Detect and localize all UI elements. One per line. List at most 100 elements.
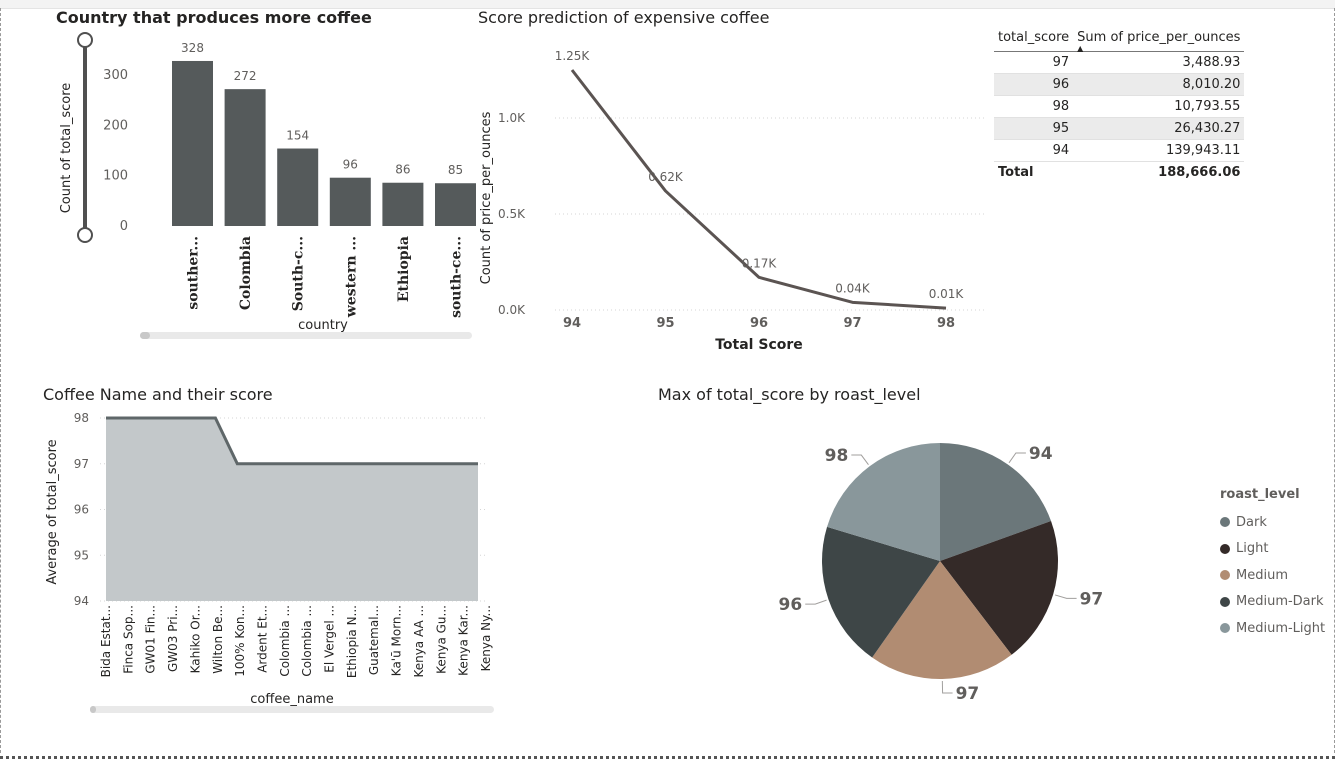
legend-marker — [1220, 623, 1230, 634]
table-row[interactable]: 94 139,943.11 — [994, 139, 1245, 162]
table-cell: 98 — [994, 95, 1074, 118]
pie-data-label: 98 — [825, 446, 849, 466]
line-x-axis-title: Total Score — [715, 337, 803, 353]
line-y-tick-label: 0.0K — [498, 303, 526, 317]
pie-slice[interactable] — [872, 561, 1012, 679]
bar-x-tick-label: Ethiopia — [396, 236, 412, 302]
area-x-tick-label: Kenya Kar... — [457, 605, 471, 676]
line-data-point[interactable] — [942, 304, 950, 312]
line-data-label: 0.62K — [648, 170, 684, 184]
bar-chart-svg: Count of total_score country 0 100 200 300 3… — [59, 32, 476, 333]
table-row[interactable]: 97 3,488.93 — [994, 51, 1245, 74]
line-data-label: 0.17K — [742, 256, 778, 270]
area-chart-svg: Average of total_score coffee_name 94 95 9… — [45, 411, 493, 707]
bar-data-label: 272 — [234, 69, 257, 83]
bar-chart-visual[interactable]: Country that produces more coffee Count … — [40, 8, 480, 353]
area-y-tick-label: 94 — [74, 594, 89, 608]
bar[interactable] — [382, 182, 424, 226]
legend-label: Medium — [1236, 567, 1288, 583]
pie-chart-svg: 94 97 97 96 98 — [779, 443, 1104, 704]
line-y-axis-title: Count of price_per_ounces — [479, 111, 494, 284]
area-x-tick-label: Kenya Ny... — [479, 605, 493, 671]
line-data-point[interactable] — [755, 273, 763, 281]
bar-data-label: 96 — [343, 158, 358, 172]
bar[interactable] — [329, 177, 371, 226]
table-header-total-score[interactable]: total_score — [994, 26, 1074, 52]
bar-x-tick-label: Colombia — [238, 236, 254, 310]
legend-item[interactable]: Medium-Dark — [1220, 589, 1325, 616]
area-x-axis-title: coffee_name — [250, 692, 333, 707]
bar[interactable] — [224, 89, 266, 227]
bar-y-tick-label: 0 — [120, 219, 128, 234]
legend-label: Dark — [1236, 514, 1267, 530]
area-x-tick-label: GW01 Fin... — [144, 605, 158, 674]
pie-slice[interactable] — [827, 443, 940, 561]
y-range-slider-bottom-handle[interactable] — [77, 227, 93, 243]
legend-item[interactable]: Dark — [1220, 509, 1325, 536]
bar-data-label: 85 — [448, 163, 463, 177]
canvas-left-border — [0, 8, 1, 753]
table-total-row[interactable]: Total 188,666.06 — [994, 161, 1245, 183]
bar-data-label: 86 — [395, 163, 410, 177]
bar[interactable] — [172, 60, 213, 226]
area-fill[interactable] — [106, 418, 478, 601]
area-scrollbar-thumb[interactable] — [90, 706, 96, 713]
table-cell: 97 — [994, 51, 1074, 74]
table-row[interactable]: 96 8,010.20 — [994, 73, 1245, 96]
table-cell: 95 — [994, 117, 1074, 140]
area-x-tick-label: Bida Estat... — [99, 605, 113, 677]
area-x-scrollbar[interactable] — [90, 706, 494, 713]
legend-title: roast_level — [1220, 487, 1300, 502]
pie-chart-title: Max of total_score by roast_level — [658, 385, 921, 404]
area-x-tick-label: Ardent Et... — [255, 605, 269, 673]
sort-arrow-icon[interactable]: ▲ — [1077, 44, 1084, 53]
line-chart-visual[interactable]: Score prediction of expensive coffee Cou… — [470, 8, 990, 358]
price-table[interactable]: total_score Sum of price_per_ounces ▲ 97 3… — [994, 26, 1245, 183]
pie-leader-line — [851, 454, 869, 465]
legend-item[interactable]: Medium — [1220, 562, 1325, 589]
line-data-point[interactable] — [662, 187, 670, 195]
line-x-tick-label: 96 — [750, 316, 768, 331]
y-range-slider-top-handle[interactable] — [77, 32, 93, 48]
area-x-tick-label: Wilton Be... — [211, 605, 225, 674]
line-chart-svg: Count of price_per_ounces Total Score 0.… — [479, 49, 985, 353]
bar-chart-title: Country that produces more coffee — [56, 8, 372, 27]
area-x-tick-label: Kahiko Or... — [188, 605, 202, 673]
line-series[interactable] — [570, 69, 947, 310]
pie-chart-visual[interactable]: Max of total_score by roast_level 94 97 97… — [650, 382, 1210, 712]
area-x-tick-label: El Vergel ... — [323, 605, 337, 673]
legend-item[interactable]: Medium-Light — [1220, 615, 1325, 642]
line-x-tick-label: 95 — [656, 316, 674, 331]
area-chart-visual[interactable]: Coffee Name and their score Average of t… — [40, 382, 500, 722]
pie-leader-line — [1054, 594, 1077, 599]
bar[interactable] — [277, 148, 319, 226]
table-row[interactable]: 95 26,430.27 — [994, 117, 1245, 140]
bar-x-scrollbar[interactable] — [140, 332, 472, 339]
line-x-tick-label: 94 — [563, 316, 581, 331]
table-row[interactable]: 98 10,793.55 — [994, 95, 1245, 118]
pie-data-label: 97 — [956, 684, 980, 704]
line-data-label: 0.04K — [835, 281, 871, 295]
line-data-point[interactable] — [568, 66, 576, 74]
report-top-bar — [0, 0, 1335, 9]
area-line[interactable] — [106, 416, 478, 466]
table-total-label: Total — [994, 161, 1074, 183]
area-x-tick-label: Kenya AA ... — [412, 605, 426, 678]
legend-marker — [1220, 596, 1230, 607]
line-data-point[interactable] — [849, 298, 857, 306]
table-header-sum-price[interactable]: Sum of price_per_ounces ▲ — [1073, 26, 1245, 53]
bar-scrollbar-thumb[interactable] — [140, 332, 150, 339]
pie-leader-line — [1008, 452, 1026, 464]
pie-legend: roast_level Dark Light Medium Medium-Dark Me… — [1220, 487, 1325, 642]
pie-slice[interactable] — [940, 521, 1058, 655]
pie-data-label: 96 — [779, 595, 803, 615]
legend-item[interactable]: Light — [1220, 536, 1325, 563]
pie-slice[interactable] — [822, 526, 940, 658]
bar[interactable] — [435, 183, 476, 226]
area-x-tick-label: Ka'ū Morn... — [390, 605, 404, 676]
table-cell: 96 — [994, 73, 1074, 96]
table-cell: 8,010.20 — [1073, 73, 1245, 96]
area-y-tick-label: 95 — [74, 548, 89, 562]
pie-slice[interactable] — [940, 443, 1052, 561]
pie-data-label: 97 — [1080, 589, 1104, 609]
